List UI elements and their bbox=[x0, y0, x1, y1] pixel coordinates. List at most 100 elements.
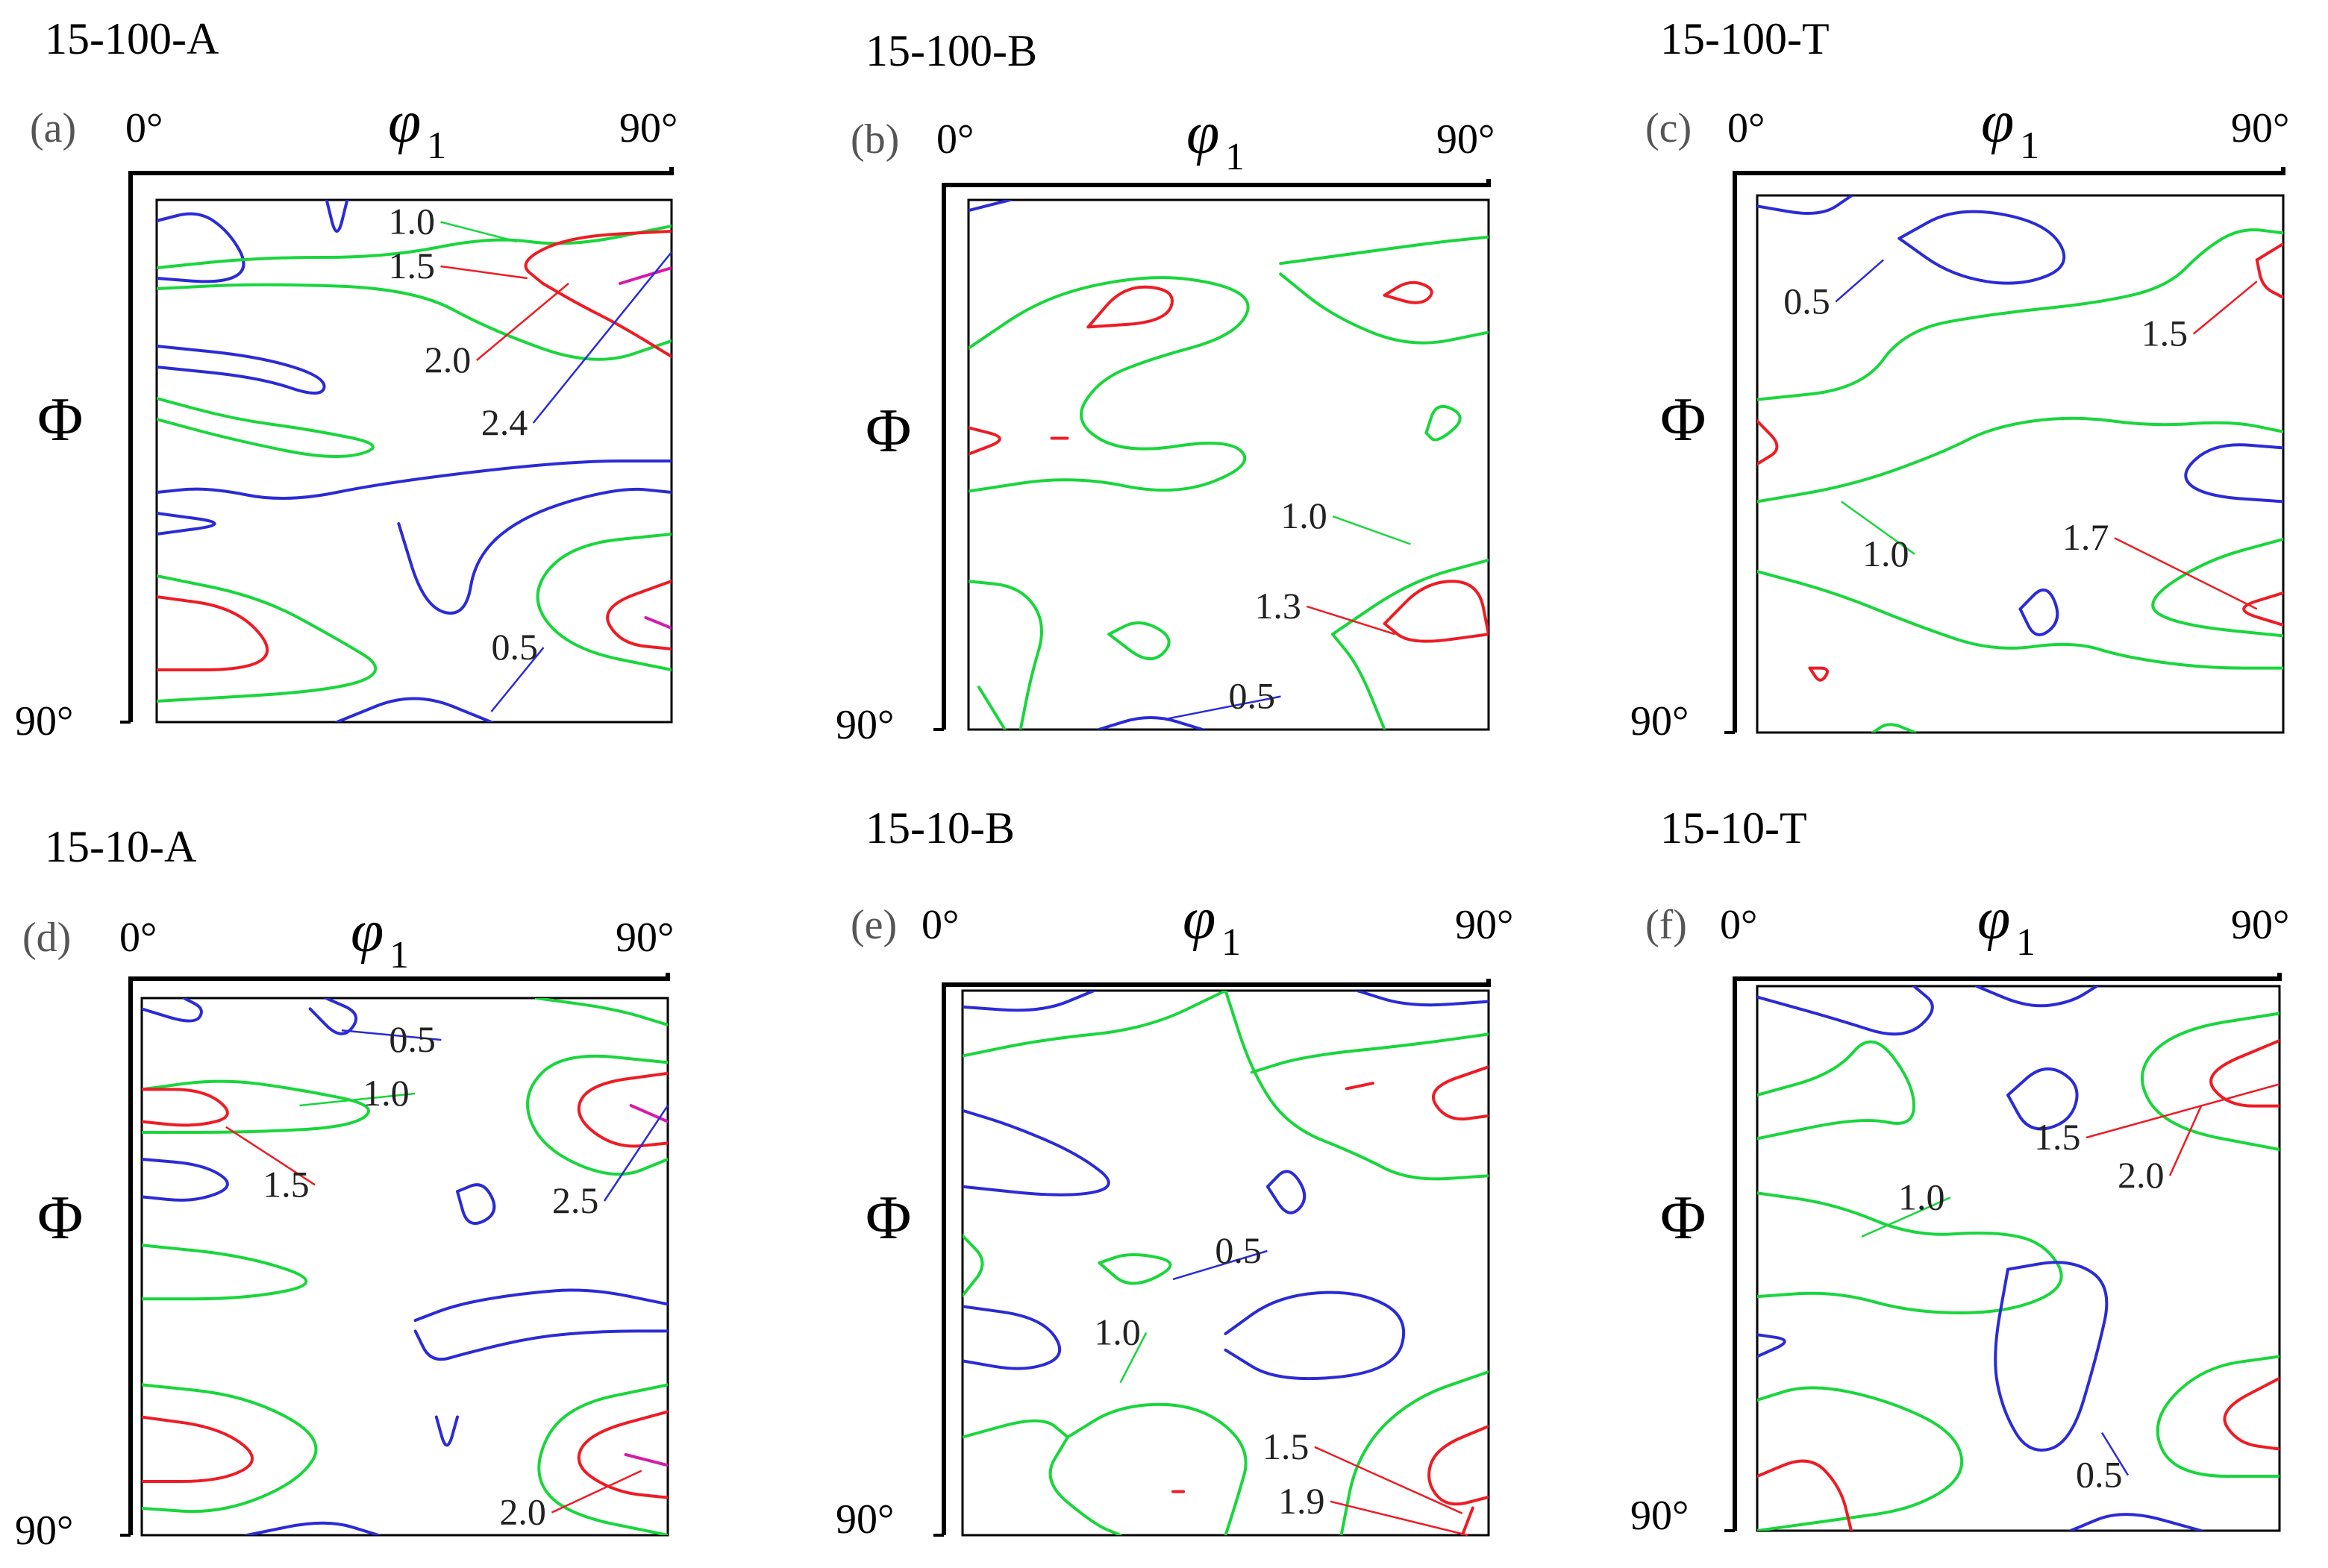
axis-tick-bottom-left: 90° bbox=[1630, 1493, 1689, 1539]
annotation-leader bbox=[341, 1029, 442, 1041]
contour-line-red bbox=[1808, 666, 1829, 682]
contour-level-label: 1.0 bbox=[389, 201, 436, 242]
contour-line-green bbox=[1757, 570, 2283, 670]
contour-line-green bbox=[2156, 1355, 2280, 1478]
axis-tick-top-right: 90° bbox=[619, 105, 678, 151]
axis-bracket bbox=[1733, 973, 2282, 1531]
contour-line-blue bbox=[157, 345, 326, 395]
contour-line-red bbox=[2223, 1376, 2280, 1451]
odf-panel-d: 15-10-A (d) 0° 90° φ 1 Φ 90° 0.5 1.0 1.5 2.5 2.0 bbox=[15, 822, 674, 1554]
odf-plot-area bbox=[967, 198, 1490, 731]
contour-line-blue bbox=[1994, 1261, 2109, 1452]
contour-level-label: 0.5 bbox=[492, 626, 539, 668]
contour-line-magenta bbox=[624, 1453, 668, 1467]
contour-level-label: 0.5 bbox=[1229, 675, 1276, 717]
contour-line-green bbox=[526, 1054, 668, 1176]
axis-label-Phi: Φ bbox=[1660, 1183, 1706, 1252]
contour-line-red bbox=[1086, 285, 1174, 329]
annotation-leader bbox=[225, 1126, 316, 1186]
contour-line-blue bbox=[1224, 1291, 1406, 1381]
panel-title: 15-10-B bbox=[866, 803, 1015, 853]
axis-bracket bbox=[942, 179, 1491, 730]
contour-line-green bbox=[142, 1244, 308, 1301]
contour-line-red bbox=[1427, 1425, 1489, 1506]
contour-line-blue bbox=[142, 1158, 229, 1202]
contour-line-green bbox=[1871, 723, 1917, 733]
contour-group bbox=[969, 200, 1489, 730]
axis-bracket bbox=[128, 167, 674, 722]
axis-label-phi1: φ bbox=[351, 899, 384, 965]
panel-letter: (c) bbox=[1645, 105, 1692, 151]
contour-line-blue bbox=[2184, 443, 2283, 504]
contour-line-green bbox=[2151, 537, 2283, 638]
annotation-leader bbox=[2086, 1083, 2280, 1139]
axis-label-phi1: φ bbox=[1186, 101, 1219, 166]
annotation-leader bbox=[2168, 1106, 2203, 1176]
contour-line-red bbox=[606, 580, 672, 650]
contour-line-green bbox=[1066, 1402, 1248, 1535]
axis-tick-top-left: 0° bbox=[119, 915, 157, 961]
axis-tick-top-left: 0° bbox=[922, 902, 959, 948]
contour-line-blue bbox=[245, 1521, 381, 1535]
contour-line-red bbox=[1460, 1506, 1474, 1535]
annotation-leader bbox=[1841, 501, 1915, 555]
contour-line-blue bbox=[2018, 588, 2059, 636]
contour-line-blue bbox=[963, 991, 1096, 1012]
contour-line-green bbox=[1757, 1191, 2063, 1314]
contour-level-label: 0.5 bbox=[389, 1018, 436, 1060]
annotation-leader bbox=[1330, 1500, 1468, 1537]
contour-line-green bbox=[536, 533, 672, 671]
contour-group bbox=[963, 991, 1489, 1535]
axis-tick-top-left: 0° bbox=[1720, 902, 1757, 948]
contour-line-blue bbox=[157, 460, 672, 500]
contour-line-red bbox=[1757, 419, 1779, 465]
axis-label-phi1-subscript: 1 bbox=[2020, 125, 2039, 167]
annotation-leader bbox=[2192, 280, 2258, 335]
contour-line-green bbox=[142, 1383, 318, 1514]
contour-level-label: 1.5 bbox=[1262, 1426, 1310, 1467]
contour-line-green bbox=[963, 991, 1227, 1058]
contour-line-green bbox=[969, 276, 1250, 493]
axis-tick-bottom-left: 90° bbox=[15, 698, 73, 744]
contour-line-red bbox=[541, 282, 672, 358]
contour-line-green bbox=[977, 686, 1007, 730]
contour-level-label: 1.5 bbox=[2034, 1116, 2081, 1158]
contour-group bbox=[1757, 986, 2280, 1531]
contour-line-magenta bbox=[619, 266, 672, 285]
contour-line-blue bbox=[963, 1108, 1110, 1197]
contour-level-label: 2.0 bbox=[2118, 1154, 2165, 1196]
contour-level-label: 1.0 bbox=[1280, 495, 1327, 536]
panel-letter: (b) bbox=[851, 116, 899, 163]
contour-line-red bbox=[524, 230, 672, 285]
contour-line-blue bbox=[413, 1288, 668, 1322]
axis-label-phi1-subscript: 1 bbox=[1225, 136, 1245, 178]
contour-line-green bbox=[1048, 1435, 1122, 1535]
contour-line-green bbox=[157, 283, 672, 361]
contour-line-green bbox=[963, 1419, 1069, 1439]
contour-line-magenta bbox=[644, 616, 672, 630]
axis-tick-top-right: 90° bbox=[1455, 902, 1513, 948]
contour-level-label: 1.0 bbox=[1094, 1311, 1141, 1353]
contour-line-green bbox=[1757, 1386, 1964, 1531]
axis-label-phi1: φ bbox=[388, 90, 421, 155]
contour-level-label: 1.9 bbox=[1278, 1480, 1325, 1522]
contour-group bbox=[1757, 195, 2283, 733]
panel-letter: (f) bbox=[1645, 902, 1687, 948]
contour-level-label: 1.5 bbox=[389, 245, 436, 286]
axis-label-phi1: φ bbox=[1977, 886, 2010, 952]
contour-line-blue bbox=[1897, 210, 2066, 285]
annotation-leader bbox=[1165, 695, 1281, 721]
contour-line-blue bbox=[434, 1415, 459, 1447]
axis-label-Phi: Φ bbox=[1660, 385, 1706, 454]
contour-line-green bbox=[1339, 1370, 1489, 1535]
contour-level-label: 2.0 bbox=[425, 339, 472, 380]
contour-line-blue bbox=[397, 487, 672, 615]
annotation-leader bbox=[2100, 1431, 2130, 1476]
contour-level-label: 2.0 bbox=[499, 1491, 546, 1533]
contour-line-blue bbox=[1355, 991, 1489, 1007]
contour-level-label: 0.5 bbox=[2076, 1454, 2123, 1496]
contour-line-red bbox=[577, 1410, 668, 1499]
axis-label-phi1: φ bbox=[1183, 886, 1215, 952]
contour-level-label: 1.0 bbox=[1898, 1176, 1945, 1217]
contour-line-green bbox=[1224, 991, 1489, 1181]
